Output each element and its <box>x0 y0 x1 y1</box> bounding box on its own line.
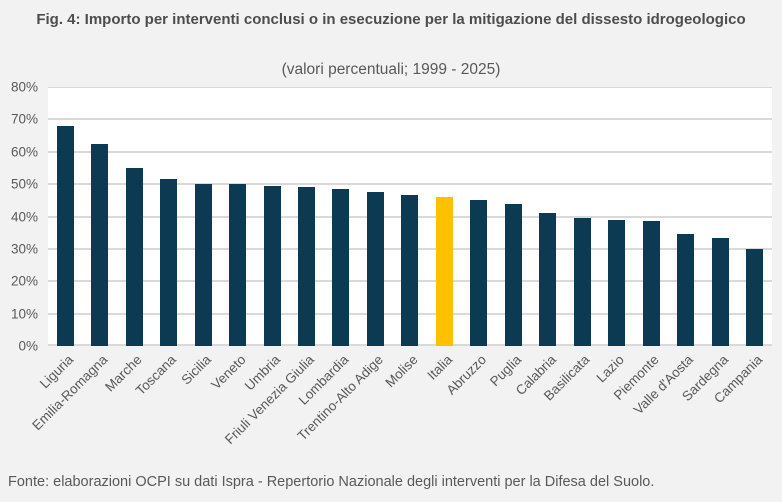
x-tick-cell: Emilia-Romagna <box>29 347 116 463</box>
bar-marche <box>125 167 143 346</box>
y-axis: 80% 70% 60% 50% 40% 30% 20% 10% 0% <box>0 80 40 354</box>
bar-column <box>255 87 289 346</box>
bar-liguria <box>56 125 74 346</box>
bar-italia <box>435 197 453 346</box>
bar-column <box>151 87 185 346</box>
x-tick-cell: Valle d'Aosta <box>631 347 702 463</box>
bar-column <box>289 87 323 346</box>
x-tick-cell: Marche <box>102 347 151 463</box>
bar-column <box>393 87 427 346</box>
bar-column <box>48 87 82 346</box>
bar-column <box>600 87 634 346</box>
plot-area <box>48 87 772 346</box>
y-tick-label: 70% <box>10 111 38 127</box>
x-tick-label: Italia <box>424 352 455 383</box>
x-axis: Liguria Emilia-Romagna Marche Toscana Sicili… <box>29 347 772 463</box>
x-tick-cell: Campania <box>711 347 771 463</box>
x-tick-cell: Basilicata <box>541 347 599 463</box>
bar-trentino-alto-adige <box>366 192 384 346</box>
y-tick-label: 60% <box>10 144 38 160</box>
bar-calabria <box>539 213 557 346</box>
gridline <box>48 87 772 88</box>
x-tick-cell: Molise <box>382 347 427 463</box>
bar-lazio <box>608 219 626 346</box>
bar-campania <box>746 248 764 346</box>
x-tick-cell: Abruzzo <box>444 347 496 463</box>
bar-column <box>703 87 737 346</box>
x-tick-cell: Calabria <box>512 347 565 463</box>
bar-toscana <box>160 179 178 346</box>
bar-column <box>531 87 565 346</box>
source-note: Fonte: elaborazioni OCPI su dati Ispra -… <box>8 474 655 490</box>
chart-subtitle: (valori percentuali; 1999 - 2025) <box>281 61 501 78</box>
bar-basilicata <box>573 218 591 346</box>
gridline <box>48 118 772 121</box>
bar-piemonte <box>642 221 660 346</box>
x-tick-cell: Toscana <box>133 347 185 463</box>
y-tick-label: 20% <box>10 273 38 289</box>
bar-column <box>634 87 668 346</box>
bar-column <box>117 87 151 346</box>
bar-column <box>358 87 392 346</box>
bar-molise <box>401 195 419 346</box>
bar-column <box>186 87 220 346</box>
x-tick-cell: Sicilia <box>178 347 220 463</box>
bars-container <box>48 87 772 346</box>
y-tick-label: 10% <box>10 306 38 322</box>
bar-column <box>324 87 358 346</box>
chart-title: Fig. 4: Importo per interventi conclusi … <box>36 11 746 28</box>
bar-column <box>496 87 530 346</box>
x-tick-cell: Italia <box>424 347 461 463</box>
gridline <box>48 183 772 186</box>
bar-emilia-romagna <box>91 143 109 346</box>
bar-puglia <box>504 203 522 346</box>
y-tick-label: 0% <box>18 338 38 354</box>
bar-valle-d-aosta <box>677 234 695 346</box>
y-tick-label: 30% <box>10 241 38 257</box>
bar-lombardia <box>332 188 350 346</box>
y-tick-label: 50% <box>10 176 38 192</box>
y-tick-label: 40% <box>10 209 38 224</box>
bar-veneto <box>229 184 247 346</box>
bar-column <box>565 87 599 346</box>
bar-column <box>462 87 496 346</box>
bar-column <box>737 87 771 346</box>
x-tick-cell: Veneto <box>208 347 254 463</box>
bar-column <box>82 87 116 346</box>
y-tick-label: 80% <box>10 79 38 95</box>
x-tick-cell: Puglia <box>487 347 530 463</box>
gridline <box>48 150 772 153</box>
bar-column <box>668 87 702 346</box>
bar-column <box>427 87 461 346</box>
bar-friuli-venezia-giulia <box>298 187 316 346</box>
bar-column <box>220 87 254 346</box>
x-tick-cell: Lazio <box>594 347 634 463</box>
bar-sicilia <box>194 184 212 346</box>
x-tick-cell: Trentino-Alto Adige <box>295 347 392 463</box>
bar-sardegna <box>711 237 729 346</box>
bar-abruzzo <box>470 200 488 346</box>
bar-umbria <box>263 185 281 346</box>
